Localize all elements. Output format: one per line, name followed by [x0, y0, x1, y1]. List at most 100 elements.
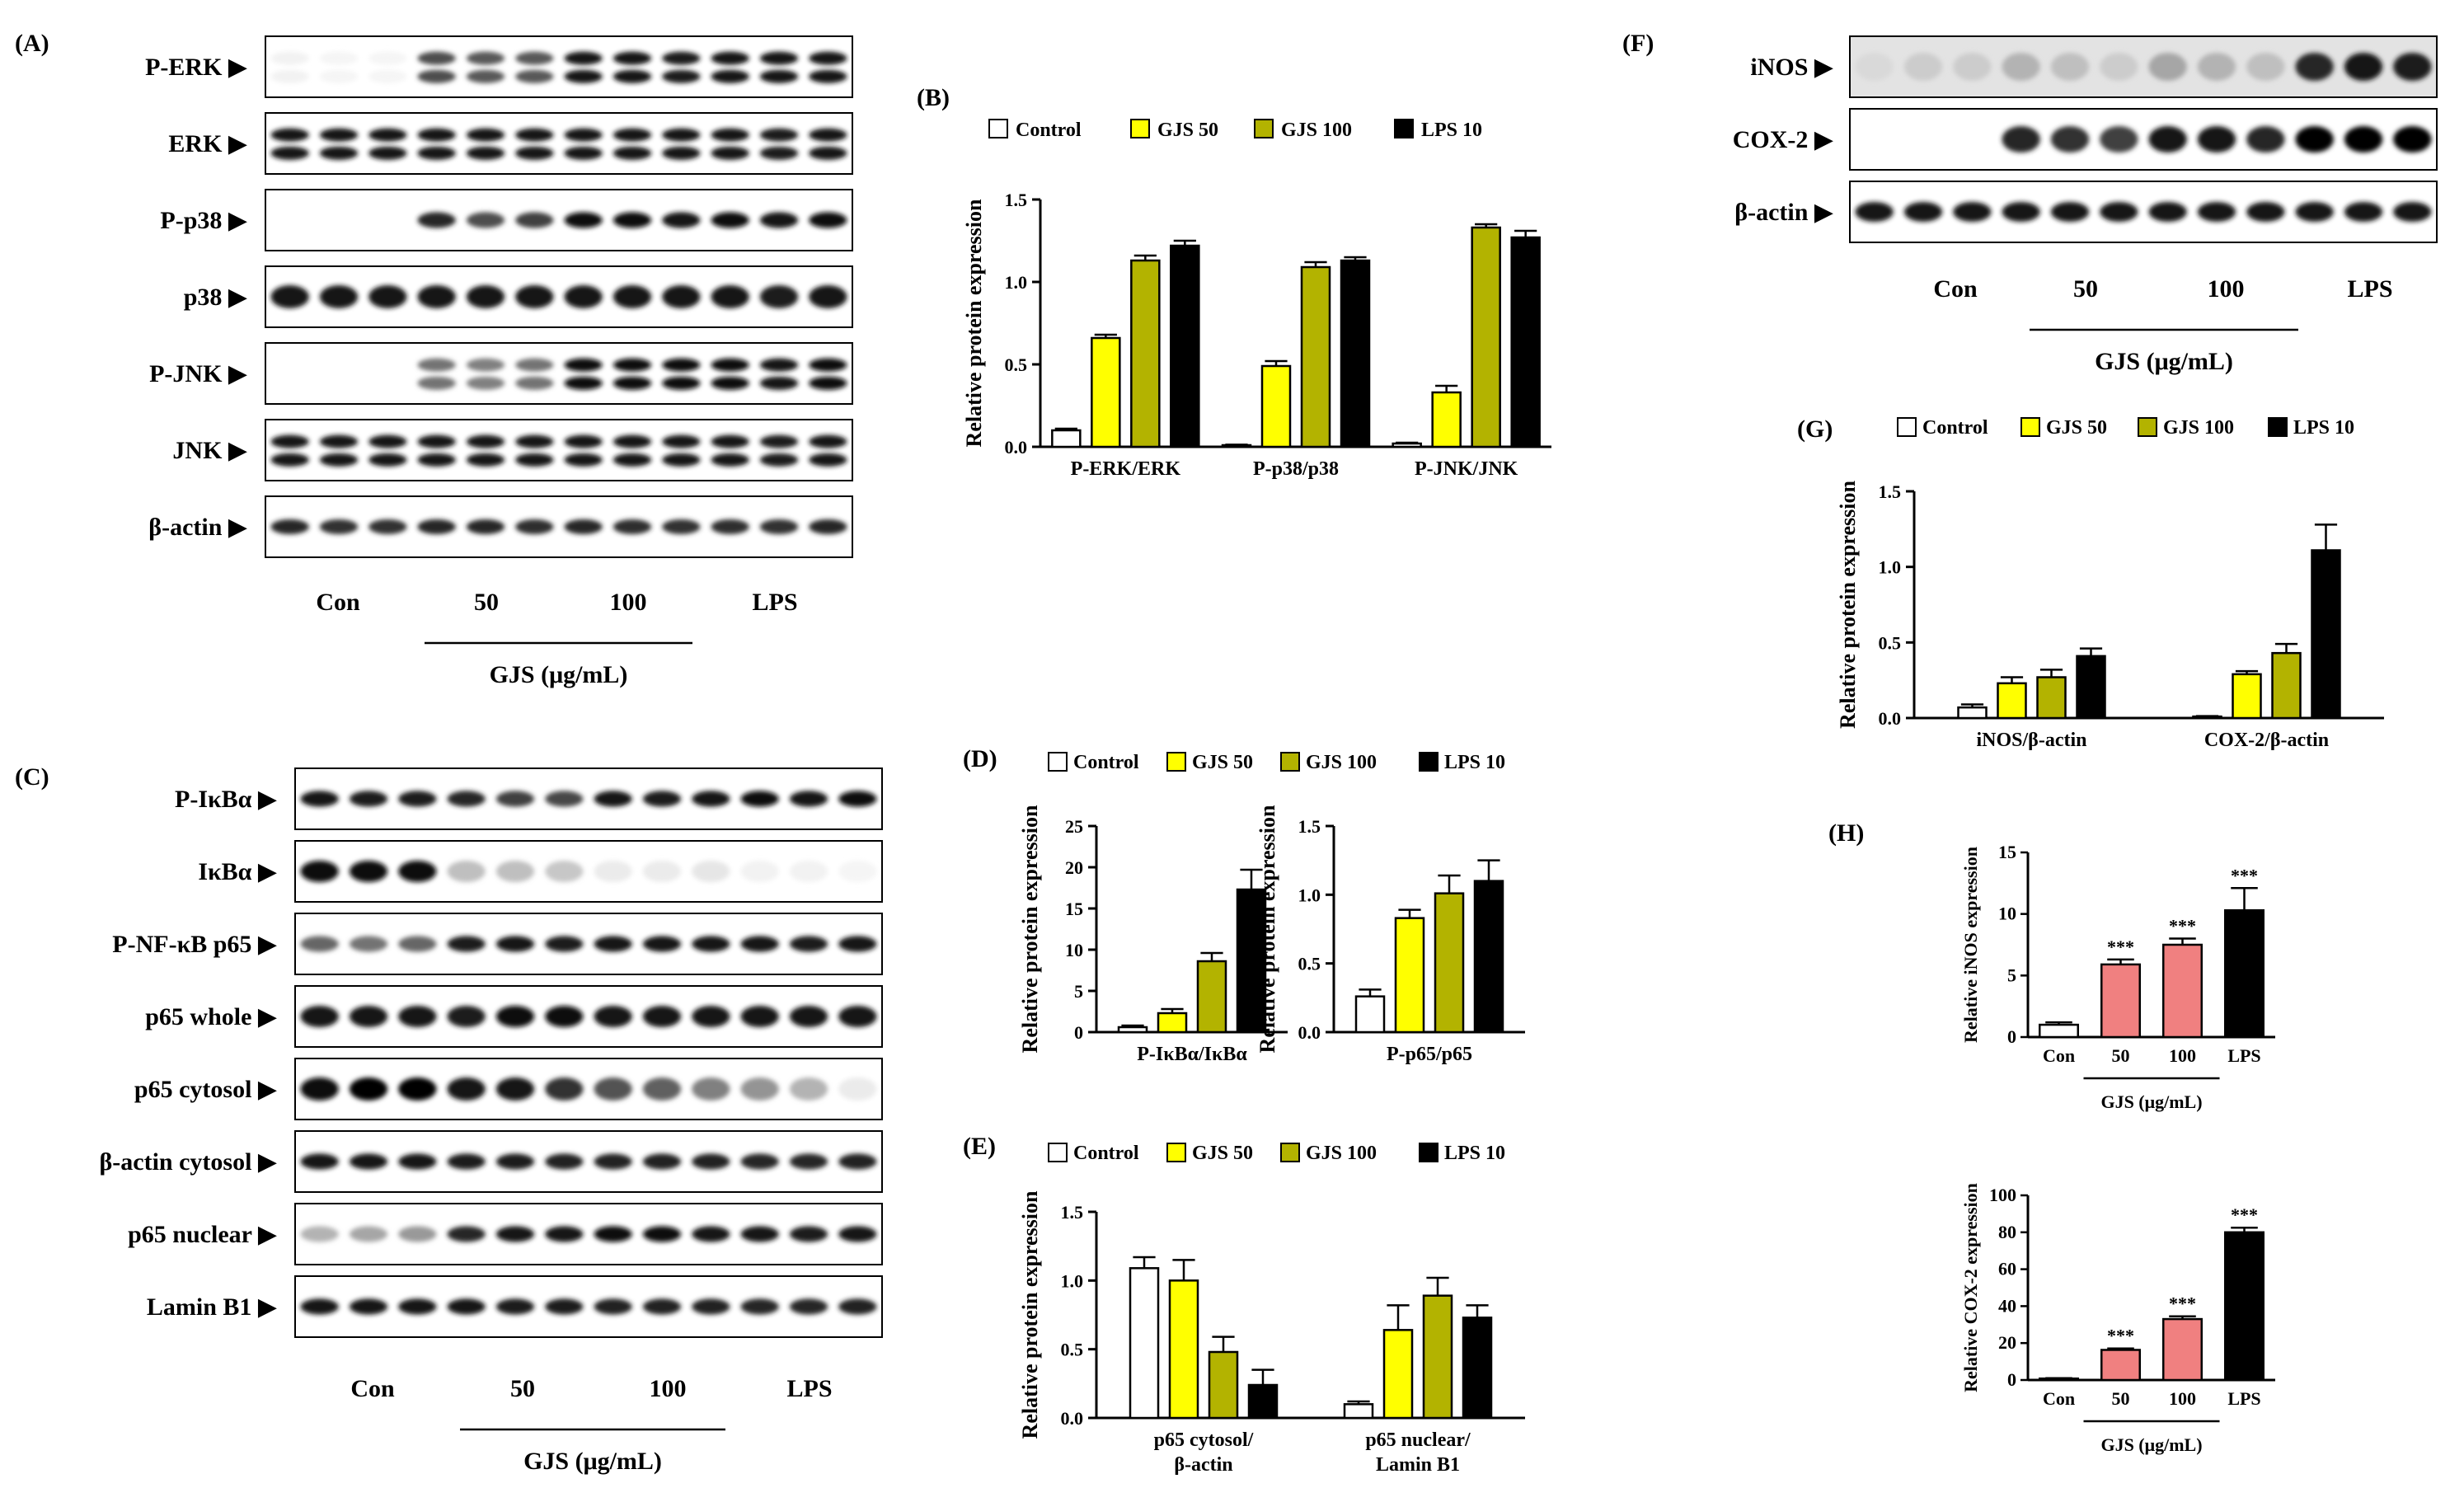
blot-band: [564, 51, 603, 65]
blot-band: [300, 1153, 339, 1170]
blot-band: [711, 285, 749, 308]
blot-band: [398, 1006, 437, 1027]
legend-label-lps10: LPS 10: [1421, 120, 1482, 141]
y-tick-label: 100: [1989, 1185, 2016, 1205]
blot-band: [789, 1153, 828, 1170]
y-tick-label: 20: [1998, 1332, 2016, 1353]
x-category-label: Con: [2043, 1045, 2075, 1066]
blot-band: [711, 69, 749, 83]
blot-band: [594, 1226, 632, 1242]
blot-band: [1855, 202, 1894, 222]
x-category-label: β-actin: [1174, 1454, 1232, 1476]
legend-label-gjs100: GJS 100: [2163, 417, 2234, 439]
blot-band: [447, 1077, 486, 1101]
y-axis-label: Relative protein expression: [962, 199, 986, 447]
blot-band: [545, 1077, 584, 1101]
blot-band: [564, 519, 603, 534]
blot-band: [662, 519, 701, 534]
blot-label: p38 ▶: [184, 284, 247, 311]
y-tick-label: 1.5: [1005, 190, 1028, 210]
blot-label: P-NF-κB p65 ▶: [112, 931, 277, 958]
blot-band: [447, 936, 486, 952]
blot-band: [564, 453, 603, 467]
blot-group-label-lps: LPS: [752, 589, 797, 616]
bar-lps-10-0: [1236, 888, 1267, 1034]
legend-label-lps10: LPS 10: [2293, 417, 2354, 439]
blot-band: [300, 936, 339, 952]
blot-band: [642, 1077, 682, 1101]
blot-frame: [1849, 181, 2438, 243]
blot-band: [2393, 202, 2432, 222]
blot-band: [759, 51, 799, 65]
blot-band: [466, 434, 505, 448]
blot-band: [642, 791, 682, 807]
blot-band: [349, 1077, 388, 1101]
y-tick-label: 0.0: [1879, 708, 1902, 729]
blot-band: [740, 1226, 779, 1242]
blot-band: [711, 434, 749, 448]
bar-lps-10-0: [1170, 244, 1200, 448]
y-axis-label: Relative COX-2 expression: [1960, 1183, 1981, 1392]
blot-band: [711, 128, 749, 142]
y-axis-label: Relative iNOS expression: [1960, 847, 1981, 1043]
x-category-label: 50: [2112, 1388, 2130, 1409]
blot-band: [398, 936, 437, 952]
blot-band: [594, 1006, 632, 1027]
y-tick-label: 0.5: [1298, 954, 1321, 974]
blot-band: [692, 1298, 730, 1315]
legend-label-gjs50: GJS 50: [1192, 752, 1253, 773]
blot-band: [740, 791, 779, 807]
bar-lps-10-0: [2076, 655, 2106, 720]
blot-band: [417, 146, 456, 160]
blot-band: [515, 146, 554, 160]
bar-control-0: [1051, 429, 1082, 448]
blot-band: [2344, 53, 2383, 81]
blot-band: [612, 434, 652, 448]
blot-band: [759, 434, 799, 448]
legend-label-control: Control: [1016, 120, 1082, 141]
blot-band: [270, 51, 309, 65]
blot-band: [692, 791, 730, 807]
blot-band: [515, 51, 554, 65]
blot-band: [300, 1077, 339, 1101]
blot-band: [2002, 202, 2040, 222]
y-tick-label: 1.0: [1061, 1270, 1084, 1291]
bar-gjs-100-0: [1196, 960, 1227, 1034]
blot-row-actin-cytosol: β-actin cytosol ▶: [99, 1130, 883, 1193]
blot-band: [495, 1006, 535, 1027]
significance-mark: ***: [2107, 1326, 2134, 1346]
blot-band: [809, 358, 847, 372]
y-tick-label: 0.5: [1005, 354, 1028, 375]
blot-row-jnk: JNK ▶: [172, 419, 853, 481]
blot-band: [319, 285, 359, 308]
blot-band: [662, 69, 701, 83]
blot-band: [270, 146, 309, 160]
bar-chart-d-p65: 0.0 0.5 1.0 1.5 Relative protein expression P…: [1255, 805, 1525, 1065]
blot-frame: [294, 1203, 883, 1265]
blot-band: [564, 358, 603, 372]
legend-label-gjs50: GJS 50: [2046, 417, 2107, 439]
bar-control-1: [1343, 1403, 1374, 1420]
blot-group-label-con: Con: [1933, 275, 1978, 303]
blot-frame: [294, 1275, 883, 1338]
legend-label-lps10: LPS 10: [1444, 752, 1505, 773]
blot-band: [711, 212, 749, 228]
blot-band: [711, 519, 749, 534]
blot-band: [642, 1006, 682, 1027]
blot-band: [740, 1006, 779, 1027]
blot-band: [612, 51, 652, 65]
blot-band: [270, 434, 309, 448]
blot-band: [417, 285, 456, 308]
blot-band: [466, 358, 505, 372]
blot-band: [612, 358, 652, 372]
blot-band: [2100, 53, 2138, 81]
blot-band: [349, 936, 388, 952]
blot-band: [398, 1226, 437, 1242]
blot-band: [368, 434, 407, 448]
blot-band: [692, 1153, 730, 1170]
y-tick-label: 0: [1074, 1022, 1083, 1043]
blot-band: [2344, 126, 2383, 153]
panel-label-d: (D): [963, 745, 997, 772]
blot-band: [417, 453, 456, 467]
blot-band: [789, 1006, 828, 1027]
